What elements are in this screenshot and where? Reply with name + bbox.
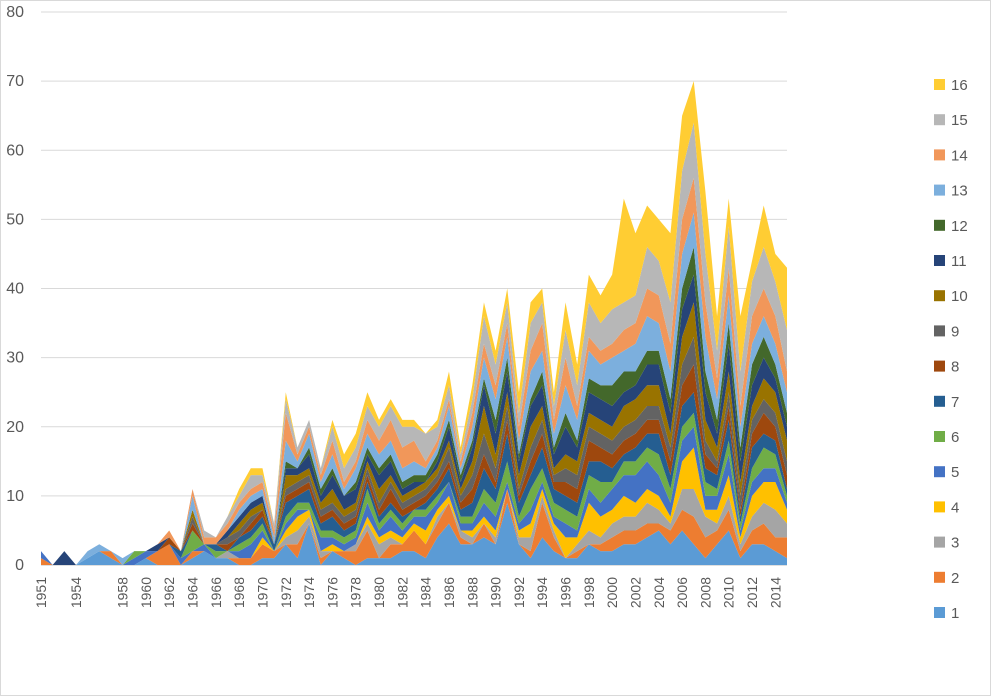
legend-label-11: 11 xyxy=(951,253,967,270)
x-tick-label: 1998 xyxy=(581,577,597,608)
x-tick-label: 1954 xyxy=(68,577,84,608)
x-tick-label: 1996 xyxy=(558,577,574,608)
series-areas xyxy=(41,81,787,565)
legend-label-3: 3 xyxy=(951,535,959,552)
legend-swatch-15 xyxy=(934,114,945,126)
legend-swatch-4 xyxy=(934,501,945,513)
legend-swatch-8 xyxy=(934,360,945,372)
y-tick-label: 20 xyxy=(6,419,24,436)
x-tick-label: 2008 xyxy=(697,577,713,608)
legend-swatch-10 xyxy=(934,290,945,302)
legend-swatch-13 xyxy=(934,184,945,196)
y-tick-label: 80 xyxy=(6,4,24,21)
x-axis-tick-labels: 1951 1954 1958 1960 1962 1964 1966 1968 1970 1972… xyxy=(33,577,783,608)
x-tick-label: 1962 xyxy=(161,577,177,608)
legend-swatch-3 xyxy=(934,536,945,548)
legend-swatch-16 xyxy=(934,79,945,90)
y-tick-label: 60 xyxy=(6,142,24,159)
legend-label-14: 14 xyxy=(951,147,968,164)
x-tick-label: 1976 xyxy=(324,577,340,608)
x-tick-label: 2000 xyxy=(604,577,620,608)
legend-label-15: 15 xyxy=(951,112,968,129)
y-tick-label: 30 xyxy=(6,350,24,367)
legend-swatch-2 xyxy=(934,571,945,583)
y-tick-label: 40 xyxy=(6,281,24,298)
legend-swatch-1 xyxy=(934,607,945,618)
x-tick-label: 1984 xyxy=(418,577,434,608)
x-tick-label: 1980 xyxy=(371,577,387,608)
x-tick-label: 1972 xyxy=(278,577,294,608)
x-tick-label: 1992 xyxy=(511,577,527,608)
legend-swatch-11 xyxy=(934,255,945,266)
y-tick-label: 10 xyxy=(6,488,24,505)
x-tick-label: 1990 xyxy=(488,577,504,608)
series-area-1 xyxy=(41,502,787,565)
x-tick-label: 1988 xyxy=(464,577,480,608)
y-tick-label: 0 xyxy=(15,557,24,574)
x-tick-label: 1960 xyxy=(138,577,154,608)
legend-label-13: 13 xyxy=(951,183,968,200)
y-axis-tick-labels: 0 10 20 30 40 50 60 70 80 xyxy=(6,4,24,574)
legend-label-1: 1 xyxy=(951,605,959,622)
legend-label-10: 10 xyxy=(951,288,968,305)
legend-label-12: 12 xyxy=(951,218,968,235)
y-tick-label: 50 xyxy=(6,211,24,228)
legend-label-7: 7 xyxy=(951,394,959,411)
legend-label-9: 9 xyxy=(951,323,959,340)
x-tick-label: 2010 xyxy=(721,577,737,608)
legend-swatch-6 xyxy=(934,431,945,442)
series-area-3 xyxy=(41,488,787,565)
y-tick-label: 70 xyxy=(6,73,24,90)
x-tick-label: 1964 xyxy=(185,577,201,608)
x-tick-label: 2012 xyxy=(744,577,760,608)
legend-label-8: 8 xyxy=(951,359,959,376)
series-area-5 xyxy=(41,426,787,565)
x-tick-label: 1986 xyxy=(441,577,457,608)
legend-swatch-5 xyxy=(934,466,945,478)
x-tick-label: 1958 xyxy=(115,577,131,608)
legend-label-5: 5 xyxy=(951,464,959,481)
legend-label-6: 6 xyxy=(951,429,959,446)
x-tick-label: 1978 xyxy=(348,577,364,608)
legend-swatch-9 xyxy=(934,325,945,337)
legend-swatch-14 xyxy=(934,149,945,161)
x-tick-label: 1970 xyxy=(254,577,270,608)
legend-label-16: 16 xyxy=(951,77,968,94)
x-tick-label: 1968 xyxy=(231,577,247,608)
x-tick-label: 2002 xyxy=(627,577,643,608)
x-tick-label: 1982 xyxy=(394,577,410,608)
x-tick-label: 1966 xyxy=(208,577,224,608)
x-tick-label: 2004 xyxy=(651,577,667,608)
x-tick-label: 1951 xyxy=(33,577,49,608)
legend-swatch-12 xyxy=(934,219,945,231)
x-tick-label: 2014 xyxy=(767,577,783,608)
legend: 16 15 14 13 12 11 10 9 8 7 6 5 4 3 2 1 xyxy=(934,77,968,622)
legend-swatch-7 xyxy=(934,395,945,407)
legend-label-4: 4 xyxy=(951,499,959,516)
legend-label-2: 2 xyxy=(951,570,959,587)
series-area-2 xyxy=(41,488,787,565)
x-tick-label: 1974 xyxy=(301,577,317,608)
x-tick-label: 2006 xyxy=(674,577,690,608)
series-area-4 xyxy=(41,447,787,565)
x-tick-label: 1994 xyxy=(534,577,550,608)
